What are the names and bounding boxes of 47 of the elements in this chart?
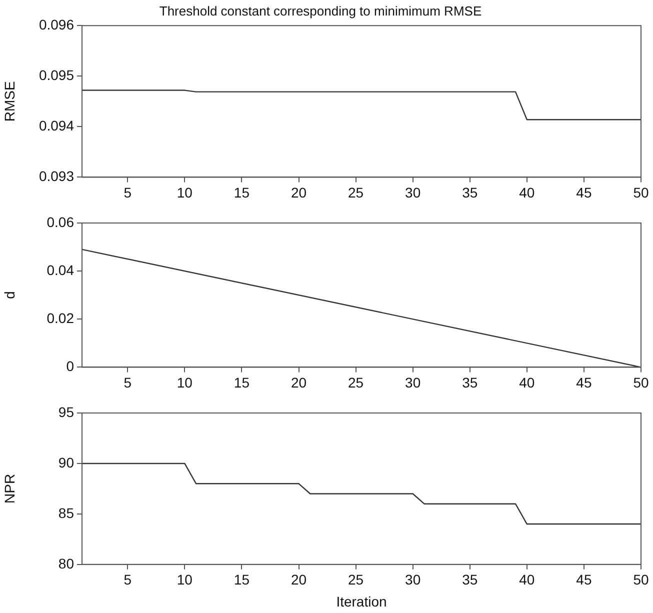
x-tick-label: 35 <box>462 572 478 588</box>
x-axis-title: Iteration <box>336 593 387 610</box>
x-tick-label: 20 <box>290 184 307 200</box>
y-axis-title: NPR <box>1 474 18 504</box>
x-tick-label: 15 <box>234 184 250 200</box>
x-tick-label: 25 <box>348 184 364 200</box>
chart-title: Threshold constant corresponding to minimimum RMSE <box>159 3 482 18</box>
x-tick-label: 10 <box>176 374 193 390</box>
x-tick-label: 45 <box>576 184 592 200</box>
y-tick-label: 0.094 <box>38 118 74 134</box>
x-tick-label: 35 <box>462 374 478 390</box>
x-tick-label: 40 <box>519 374 535 390</box>
x-tick-label: 45 <box>576 374 592 390</box>
x-tick-label: 40 <box>519 184 535 200</box>
y-tick-label: 0.095 <box>38 66 74 83</box>
x-tick-label: 20 <box>290 572 307 588</box>
x-tick-label: 15 <box>234 374 250 390</box>
x-tick-label: 20 <box>290 374 307 390</box>
y-tick-label: 0.093 <box>38 168 74 184</box>
y-tick-label: 0 <box>66 358 74 374</box>
y-tick-label: 95 <box>58 404 74 420</box>
x-tick-label: 50 <box>633 572 649 588</box>
x-tick-label: 45 <box>576 572 592 588</box>
y-tick-label: 80 <box>58 555 74 572</box>
x-tick-label: 30 <box>405 374 421 390</box>
y-tick-label: 0.06 <box>46 214 74 230</box>
x-tick-label: 15 <box>234 572 250 588</box>
x-tick-label: 50 <box>633 374 649 390</box>
x-tick-label: 50 <box>633 184 649 200</box>
x-tick-label: 35 <box>462 184 478 200</box>
x-tick-label: 5 <box>124 184 132 200</box>
y-tick-label: 0.02 <box>46 310 74 326</box>
y-tick-label: 0.04 <box>46 262 74 278</box>
x-tick-label: 30 <box>405 572 421 588</box>
x-tick-label: 10 <box>176 184 193 200</box>
x-tick-label: 30 <box>405 184 421 200</box>
x-tick-label: 25 <box>348 374 364 390</box>
y-axis-title: d <box>1 291 18 299</box>
x-tick-label: 5 <box>124 572 132 588</box>
x-tick-label: 40 <box>519 572 535 588</box>
y-tick-label: 90 <box>58 454 74 470</box>
y-tick-label: 85 <box>58 504 74 521</box>
x-tick-label: 5 <box>124 374 132 390</box>
x-tick-label: 25 <box>348 572 364 588</box>
y-axis-title: RMSE <box>1 81 18 122</box>
y-tick-label: 0.096 <box>38 16 74 32</box>
x-tick-label: 10 <box>176 572 193 588</box>
